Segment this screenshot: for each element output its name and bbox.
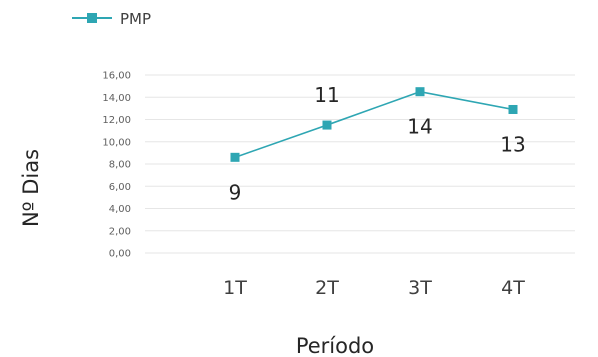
series-pmp [230,87,518,162]
y-tick-label: 12,00 [102,115,131,126]
y-tick-label: 8,00 [109,160,131,171]
legend-label-pmp: PMP [120,10,151,28]
x-tick-label: 3T [408,277,432,299]
data-point [415,87,425,97]
y-tick-label: 0,00 [109,249,131,260]
x-tick-label: 4T [501,277,525,299]
legend-marker-pmp [87,13,97,23]
series-line-pmp [234,90,514,159]
y-tick-label: 4,00 [109,204,131,215]
data-label: 14 [407,115,432,139]
legend: PMP [72,10,151,28]
data-point [322,120,332,130]
data-point [230,152,240,162]
y-tick-label: 2,00 [109,226,131,237]
x-tick-label: 1T [223,277,247,299]
y-tick-label: 10,00 [102,137,131,148]
y-tick-label: 16,00 [102,71,131,82]
x-axis-ticks: 1T 2T 3T 4T [223,277,525,299]
data-label: 13 [500,132,525,156]
gridlines [145,74,575,254]
data-labels: 9 11 14 13 [229,83,526,204]
x-axis-title: Período [296,334,374,357]
data-label: 9 [229,180,242,204]
y-axis-title: Nº Dias [19,149,43,227]
data-point [508,104,518,114]
y-axis-ticks: 0,00 2,00 4,00 6,00 8,00 10,00 12,00 14,00 16,00 [102,71,131,260]
x-tick-label: 2T [315,277,339,299]
y-tick-label: 6,00 [109,182,131,193]
y-tick-label: 14,00 [102,93,131,104]
data-label: 11 [314,83,339,107]
